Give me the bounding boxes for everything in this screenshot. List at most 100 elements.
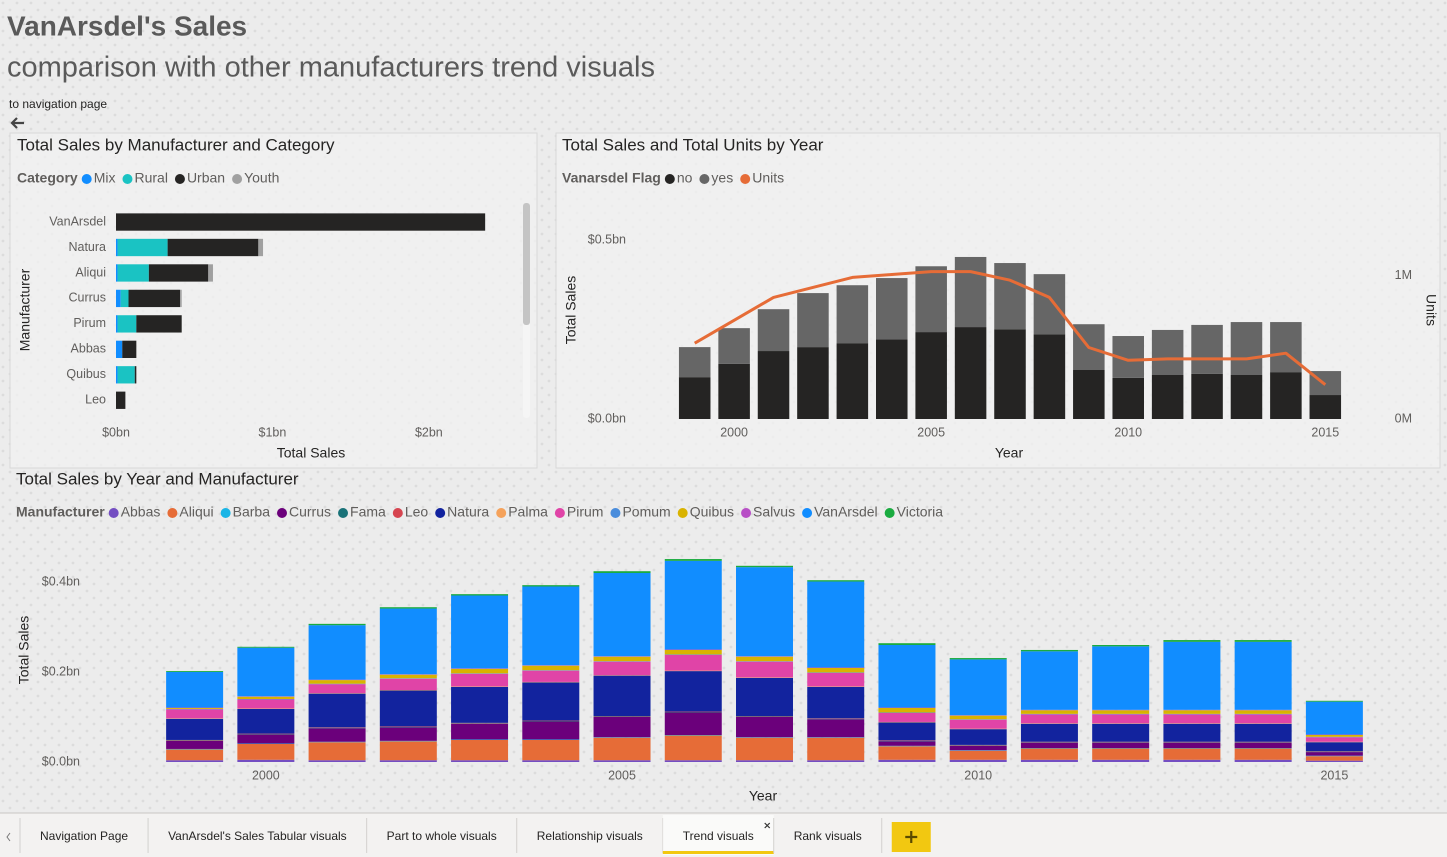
- active-tab-underline: [662, 851, 774, 854]
- bar-segment: [166, 709, 224, 719]
- bar-segment: [1191, 324, 1223, 374]
- bar-segment: [736, 565, 793, 568]
- bar-segment: [1305, 742, 1363, 752]
- legend-label: Fama: [350, 504, 386, 520]
- legend-swatch: [740, 174, 751, 184]
- bar-segment: [1163, 759, 1221, 762]
- bar-segment: [1163, 748, 1221, 760]
- bar-segment: [807, 719, 865, 738]
- x-tick-label: 2005: [608, 768, 636, 782]
- tab-label[interactable]: Relationship visuals: [537, 829, 643, 843]
- legend-swatch: [884, 508, 895, 518]
- bar-segment: [1020, 710, 1078, 714]
- bar-segment: [949, 719, 1007, 729]
- tab-label[interactable]: Part to whole visuals: [387, 829, 497, 843]
- bar-segment: [1234, 710, 1292, 714]
- tab-label[interactable]: Navigation Page: [40, 829, 128, 843]
- bar-segment: [237, 734, 295, 744]
- bar-segment: [116, 289, 121, 308]
- bar-segment: [308, 760, 366, 762]
- bar-segment: [522, 586, 580, 666]
- x-tick-label: 2000: [720, 425, 748, 439]
- bar-segment: [1305, 700, 1363, 702]
- back-arrow[interactable]: [10, 117, 24, 129]
- tab-label[interactable]: Trend visuals: [683, 829, 754, 843]
- bar-segment: [117, 315, 137, 333]
- bar-segment: [1234, 759, 1292, 762]
- bar-segment: [1163, 714, 1221, 724]
- legend-label: Abbas: [121, 504, 161, 520]
- bar-segment: [180, 289, 182, 308]
- bar-segment: [1163, 710, 1221, 714]
- bar-segment: [1151, 329, 1184, 376]
- chart-title: Total Sales by Manufacturer and Category: [17, 135, 335, 154]
- bar-segment: [451, 739, 509, 761]
- bar-segment: [116, 391, 126, 409]
- bar-segment: [664, 654, 722, 671]
- bar-segment: [1020, 759, 1078, 762]
- bar-segment: [949, 750, 1007, 760]
- bar-segment: [954, 256, 987, 328]
- bar-segment: [678, 347, 711, 378]
- y-tick-label: Pirum: [73, 316, 106, 330]
- scrollbar[interactable]: [523, 203, 530, 325]
- legend-label: Natura: [447, 504, 489, 520]
- bar-segment: [1092, 742, 1150, 749]
- bar-segment: [718, 363, 750, 419]
- bar-segment: [1234, 748, 1292, 760]
- bar-segment: [166, 718, 224, 740]
- y-tick-label: $0.2bn: [42, 664, 80, 678]
- bar-segment: [1234, 742, 1292, 749]
- y-tick-label: Aliqui: [75, 265, 106, 279]
- bar-segment: [522, 585, 580, 587]
- bar-segment: [807, 760, 865, 762]
- legend-swatch: [232, 174, 243, 184]
- y2-axis-title: Units: [1423, 294, 1439, 326]
- bar-segment: [122, 340, 137, 359]
- legend-label: Pirum: [567, 504, 604, 520]
- legend-swatch: [81, 174, 92, 184]
- bar-segment: [120, 289, 129, 308]
- nav-link[interactable]: to navigation page: [9, 97, 107, 111]
- bar-segment: [736, 567, 793, 657]
- legend-swatch: [677, 508, 688, 518]
- bar-segment: [1020, 723, 1078, 742]
- bar-segment: [878, 708, 936, 713]
- bar-segment: [522, 665, 580, 671]
- legend-label: Urban: [187, 170, 225, 186]
- bar-segment: [451, 673, 509, 687]
- bar-segment: [1163, 742, 1221, 749]
- bar-segment: [878, 643, 936, 645]
- x-tick-label: 2010: [1114, 425, 1142, 439]
- bar-segment: [1191, 373, 1223, 419]
- bar-segment: [949, 659, 1007, 716]
- bar-segment: [915, 266, 947, 333]
- bar-segment: [1270, 372, 1302, 419]
- bar-segment: [1230, 375, 1263, 419]
- bar-segment: [166, 740, 224, 749]
- tab-label[interactable]: VanArsdel's Sales Tabular visuals: [168, 829, 347, 843]
- tab-close[interactable]: [764, 822, 771, 829]
- legend-title: Vanarsdel Flag: [562, 170, 661, 186]
- page-title: VanArsdel's Sales: [7, 10, 247, 41]
- bar-segment: [954, 327, 987, 419]
- bar-segment: [451, 668, 509, 674]
- legend-swatch: [167, 508, 178, 518]
- y-tick-label: $0.5bn: [588, 232, 626, 246]
- bar-segment: [1234, 723, 1292, 742]
- tab-scroll-icon[interactable]: [6, 832, 11, 842]
- bar-segment: [915, 332, 947, 419]
- bar-segment: [308, 625, 366, 680]
- bar-segment: [117, 238, 168, 257]
- bar-segment: [1033, 334, 1066, 419]
- legend-label: Salvus: [753, 504, 795, 520]
- bar-segment: [664, 735, 722, 761]
- y-tick-label: 0M: [1395, 411, 1412, 425]
- bar-segment: [522, 739, 580, 761]
- chart-title: Total Sales and Total Units by Year: [562, 135, 824, 154]
- bar-segment: [1230, 322, 1263, 376]
- legend-label: Leo: [405, 504, 429, 520]
- tab-label[interactable]: Rank visuals: [794, 829, 862, 843]
- bar-segment: [994, 263, 1026, 330]
